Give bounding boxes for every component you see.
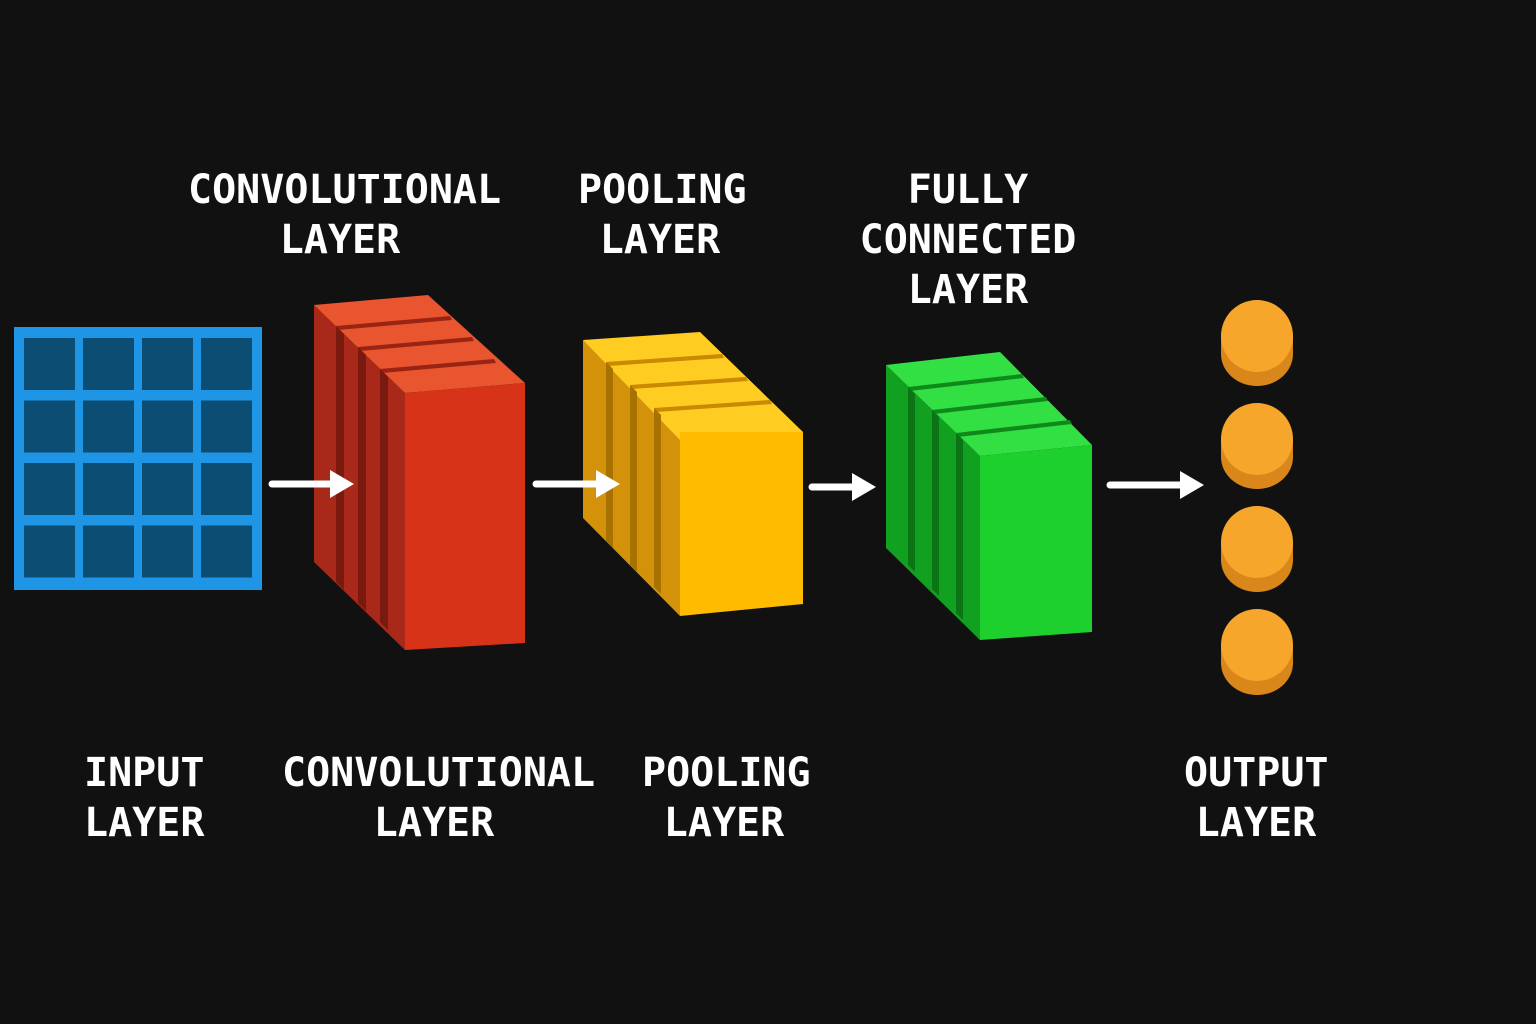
input-grid-cell [83,463,134,515]
input-grid-cell [83,338,134,390]
conv-front-face [405,383,525,650]
label-line: FULLY [907,167,1029,213]
label-line: LAYER [373,800,495,846]
conv-slab-line-3 [380,359,496,373]
input-grid-cell [201,525,252,578]
label-line: INPUT [84,750,205,796]
pool-side-stripe-2 [630,385,637,572]
input-grid-cell [142,400,193,453]
bottom-label-output: OUTPUT LAYER [1184,748,1329,848]
fc-front-face [980,445,1092,640]
conv-slab-line-2 [358,337,474,351]
label-line: CONVOLUTIONAL [282,750,596,796]
arrow-right-icon [1106,471,1204,499]
pool-slab-line-1 [606,354,724,366]
input-grid-cell [142,463,193,515]
fc-slab-line-3 [956,420,1072,437]
fc-slab-line-2 [932,397,1048,414]
arrow-right-icon [532,470,620,498]
bottom-label-pooling: POOLING LAYER [642,748,811,848]
node-top [1221,506,1293,578]
neuron-node-icon [1221,403,1293,489]
node-top [1221,300,1293,372]
top-label-pooling: POOLING LAYER [578,165,747,265]
input-grid-cell [83,525,134,578]
input-layer-grid-icon [14,327,262,590]
label-line: POOLING [578,167,747,213]
neuron-node-icon [1221,300,1293,386]
label-line: CONVOLUTIONAL [188,167,502,213]
pool-front-face [680,432,803,616]
input-grid-cell [83,400,134,453]
bottom-label-input: INPUT LAYER [84,748,205,848]
top-label-fully-connected: FULLY CONNECTED LAYER [858,165,1078,315]
fc-side-stripe-3 [956,433,963,620]
convolutional-layer-block-icon [314,295,525,650]
input-grid-cell [24,338,75,390]
conv-side-stripe-3 [380,369,388,630]
fc-side-stripe-2 [932,410,939,596]
pool-side-stripe-1 [606,362,613,548]
output-layer-nodes [1221,300,1293,695]
arrow-right-icon [268,470,354,498]
conv-slab-line-1 [336,316,452,330]
label-line: OUTPUT [1184,750,1329,796]
pool-top-face [583,332,803,440]
neuron-node-icon [1221,506,1293,592]
input-grid-cell [201,463,252,515]
label-line: CONNECTED [859,217,1077,263]
label-line: LAYER [907,267,1029,313]
input-grid-cell [142,525,193,578]
fc-side-stripe-1 [908,387,915,572]
label-line: LAYER [663,800,785,846]
input-grid-cell [201,338,252,390]
label-line: POOLING [642,750,811,796]
label-line: LAYER [599,217,721,263]
fc-slab-line-1 [908,374,1024,391]
top-label-convolutional: CONVOLUTIONAL LAYER [188,165,502,265]
conv-side-stripe-2 [358,347,366,611]
input-grid-cell [24,525,75,578]
neuron-node-icon [1221,609,1293,695]
node-top [1221,609,1293,681]
input-grid-cell [142,338,193,390]
fully-connected-layer-block-icon [886,352,1092,640]
pool-slab-line-3 [654,400,772,412]
pool-slab-line-2 [630,377,748,389]
input-grid-cell [201,400,252,453]
pooling-layer-block-icon [583,332,803,616]
label-line: LAYER [1195,800,1317,846]
bottom-label-convolutional: CONVOLUTIONAL LAYER [282,748,596,848]
node-top [1221,403,1293,475]
label-line: LAYER [84,800,205,846]
pool-side-stripe-3 [654,408,661,594]
label-line: LAYER [279,217,401,263]
input-grid-cell [24,400,75,453]
arrow-right-icon [808,473,876,501]
conv-side-stripe-1 [336,326,344,590]
input-grid-cell [24,463,75,515]
